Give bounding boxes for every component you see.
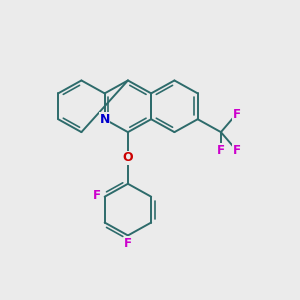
Text: O: O — [123, 152, 133, 164]
Text: F: F — [93, 189, 101, 202]
Text: F: F — [232, 107, 240, 121]
Text: F: F — [217, 144, 225, 157]
Text: F: F — [124, 237, 132, 250]
Text: N: N — [100, 113, 110, 126]
Text: F: F — [232, 144, 240, 157]
